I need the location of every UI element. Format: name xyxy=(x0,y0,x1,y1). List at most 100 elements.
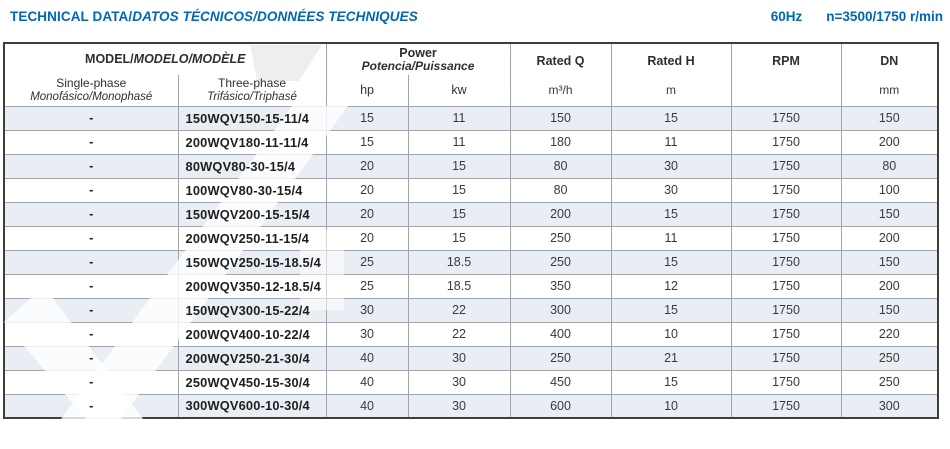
table-row: -300WQV600-10-30/4 40 30 600 10 1750 300 xyxy=(3,393,939,419)
table-body: -150WQV150-15-11/4 15 11 150 15 1750 150-200WQ… xyxy=(3,105,939,419)
rated-q-cell: 400 xyxy=(509,321,612,347)
three-phase-header: Three-phase Trifásico/Triphasé xyxy=(177,75,327,107)
table-row: -150WQV150-15-11/4 15 11 150 15 1750 150 xyxy=(3,105,939,131)
header-group-row: MODEL/MODELO/MODÈLE Power Potencia/Puiss… xyxy=(3,42,939,107)
rated-q-cell: 250 xyxy=(509,249,612,275)
rpm-unit xyxy=(732,84,840,97)
kw-cell: 30 xyxy=(407,345,511,371)
three-phase-label: Three-phase xyxy=(217,76,287,90)
dn-cell: 150 xyxy=(840,249,939,275)
three-phase-sublabel: Trifásico/Triphasé xyxy=(207,90,297,103)
single-phase-cell: - xyxy=(3,369,179,395)
model-group-intl: MODELO/MODÈLE xyxy=(133,52,246,66)
table-row: -150WQV300-15-22/4 30 22 300 15 1750 150 xyxy=(3,297,939,323)
dn-header: DN mm xyxy=(840,42,939,107)
single-phase-cell: - xyxy=(3,153,179,179)
model-cell: 100WQV80-30-15/4 xyxy=(177,177,327,203)
single-phase-cell: - xyxy=(3,273,179,299)
rpm-cell: 1750 xyxy=(730,273,842,299)
rated-q-cell: 200 xyxy=(509,201,612,227)
hp-cell: 30 xyxy=(325,321,409,347)
rated-h-cell: 10 xyxy=(610,393,732,419)
rated-h-cell: 15 xyxy=(610,105,732,131)
rated-q-cell: 180 xyxy=(509,129,612,155)
rated-q-cell: 450 xyxy=(509,369,612,395)
rpm-cell: 1750 xyxy=(730,201,842,227)
rated-h-cell: 15 xyxy=(610,369,732,395)
rated-h-cell: 11 xyxy=(610,225,732,251)
model-cell: 200WQV250-21-30/4 xyxy=(177,345,327,371)
page-title-intl: DATOS TÉCNICOS/DONNÉES TECHNIQUES xyxy=(132,8,418,24)
rated-h-cell: 10 xyxy=(610,321,732,347)
rated-h-cell: 12 xyxy=(610,273,732,299)
single-phase-header: Single-phase Monofásico/Monophasé xyxy=(3,75,179,107)
table-row: -150WQV200-15-15/4 20 15 200 15 1750 150 xyxy=(3,201,939,227)
model-cell: 200WQV250-11-15/4 xyxy=(177,225,327,251)
single-phase-cell: - xyxy=(3,201,179,227)
rated-h-unit: m xyxy=(666,83,677,97)
single-phase-cell: - xyxy=(3,393,179,419)
model-cell: 250WQV450-15-30/4 xyxy=(177,369,327,395)
model-group-header: MODEL/MODELO/MODÈLE xyxy=(3,42,327,75)
single-phase-cell: - xyxy=(3,297,179,323)
table-row: -200WQV180-11-11/4 15 11 180 11 1750 200 xyxy=(3,129,939,155)
page-title: TECHNICAL DATA/DATOS TÉCNICOS/DONNÉES TE… xyxy=(10,9,418,24)
single-phase-cell: - xyxy=(3,225,179,251)
rpm-cell: 1750 xyxy=(730,177,842,203)
single-phase-cell: - xyxy=(3,105,179,131)
rated-q-unit: m³/h xyxy=(548,83,573,97)
model-cell: 200WQV180-11-11/4 xyxy=(177,129,327,155)
dn-cell: 150 xyxy=(840,105,939,131)
technical-data-table-wrap: MODEL/MODELO/MODÈLE Power Potencia/Puiss… xyxy=(3,42,940,419)
rpm-label: RPM xyxy=(772,54,800,68)
kw-cell: 15 xyxy=(407,177,511,203)
rpm-cell: 1750 xyxy=(730,153,842,179)
rated-q-cell: 300 xyxy=(509,297,612,323)
hp-cell: 20 xyxy=(325,177,409,203)
kw-cell: 30 xyxy=(407,393,511,419)
rpm-cell: 1750 xyxy=(730,225,842,251)
dn-cell: 200 xyxy=(840,225,939,251)
single-phase-label: Single-phase xyxy=(56,76,127,90)
rated-q-cell: 150 xyxy=(509,105,612,131)
dn-cell: 80 xyxy=(840,153,939,179)
dn-label: DN xyxy=(880,54,899,68)
kw-header: kw xyxy=(407,75,511,107)
rated-h-cell: 30 xyxy=(610,177,732,203)
rpm-header: RPM xyxy=(730,42,842,107)
dn-cell: 300 xyxy=(840,393,939,419)
dn-cell: 100 xyxy=(840,177,939,203)
title-bar: TECHNICAL DATA/DATOS TÉCNICOS/DONNÉES TE… xyxy=(10,5,943,27)
kw-cell: 15 xyxy=(407,225,511,251)
table-row: -200WQV250-11-15/4 20 15 250 11 1750 200 xyxy=(3,225,939,251)
kw-cell: 18.5 xyxy=(407,273,511,299)
frequency-speed-block: 60Hz n=3500/1750 r/min xyxy=(771,9,943,24)
hp-cell: 15 xyxy=(325,105,409,131)
dn-cell: 200 xyxy=(840,273,939,299)
rpm-cell: 1750 xyxy=(730,129,842,155)
rpm-cell: 1750 xyxy=(730,297,842,323)
rated-q-cell: 350 xyxy=(509,273,612,299)
hp-cell: 20 xyxy=(325,153,409,179)
table-row: -100WQV80-30-15/4 20 15 80 30 1750 100 xyxy=(3,177,939,203)
table-row: -80WQV80-30-15/4 20 15 80 30 1750 80 xyxy=(3,153,939,179)
rated-q-cell: 600 xyxy=(509,393,612,419)
rated-h-cell: 30 xyxy=(610,153,732,179)
rated-h-cell: 15 xyxy=(610,249,732,275)
kw-cell: 22 xyxy=(407,321,511,347)
rated-h-header: Rated H m xyxy=(610,42,732,107)
single-phase-cell: - xyxy=(3,177,179,203)
table-row: -250WQV450-15-30/4 40 30 450 15 1750 250 xyxy=(3,369,939,395)
table-row: -200WQV250-21-30/4 40 30 250 21 1750 250 xyxy=(3,345,939,371)
single-phase-cell: - xyxy=(3,321,179,347)
rpm-cell: 1750 xyxy=(730,249,842,275)
rated-h-cell: 15 xyxy=(610,297,732,323)
kw-cell: 11 xyxy=(407,105,511,131)
dn-unit: mm xyxy=(879,83,900,97)
hp-cell: 40 xyxy=(325,369,409,395)
dn-cell: 220 xyxy=(840,321,939,347)
power-group-main: Power xyxy=(399,45,437,60)
table-row: -200WQV400-10-22/4 30 22 400 10 1750 220 xyxy=(3,321,939,347)
kw-cell: 15 xyxy=(407,153,511,179)
frequency-label: 60Hz xyxy=(770,8,803,24)
